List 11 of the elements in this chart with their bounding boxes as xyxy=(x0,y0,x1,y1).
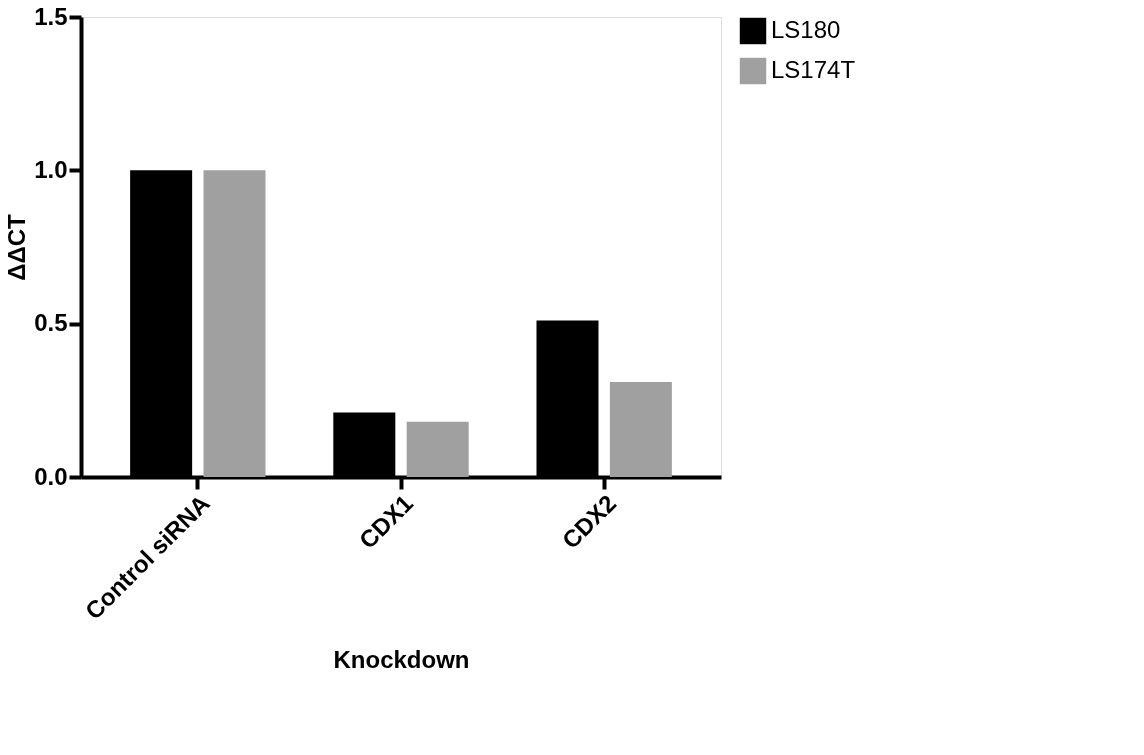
legend-label: LS180 xyxy=(771,16,841,43)
bar xyxy=(609,381,672,477)
y-tick-label: 1.0 xyxy=(34,155,68,183)
y-tick-label: 1.5 xyxy=(34,2,68,30)
legend-label: LS174T xyxy=(771,56,856,83)
y-tick-label: 0.0 xyxy=(34,462,68,490)
x-axis-title: Knockdown xyxy=(333,646,470,674)
y-tick-label: 0.5 xyxy=(34,309,68,337)
bar xyxy=(406,421,469,477)
bar xyxy=(203,170,266,477)
y-axis-title: ΔΔCT xyxy=(3,213,31,281)
